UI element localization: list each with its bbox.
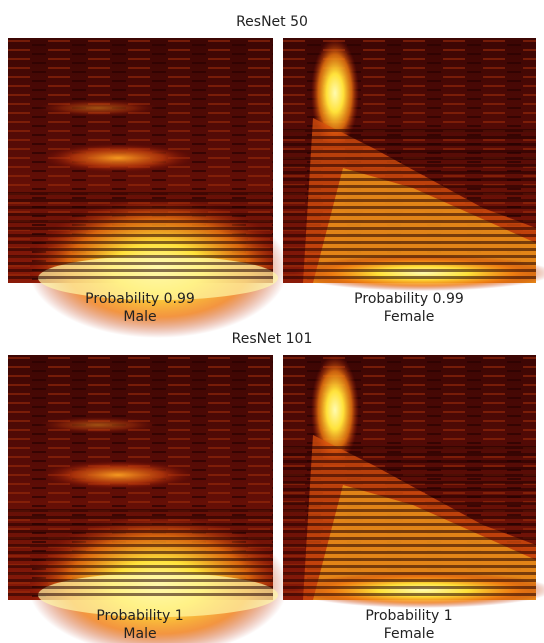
panel-label: Male — [123, 309, 156, 325]
panel-label: Male — [123, 626, 156, 642]
spectrogram — [8, 355, 288, 643]
panel-caption: Probability 0.99 — [85, 291, 195, 307]
panel-label: Female — [384, 626, 435, 642]
section-title: ResNet 101 — [232, 331, 313, 347]
section-title: ResNet 50 — [236, 14, 308, 30]
panel-label: Female — [384, 309, 435, 325]
panel-caption: Probability 1 — [365, 608, 452, 624]
panel-caption: Probability 1 — [96, 608, 183, 624]
spectrogram — [283, 38, 544, 291]
panel-caption: Probability 0.99 — [354, 291, 464, 307]
spectrogram — [283, 355, 544, 608]
